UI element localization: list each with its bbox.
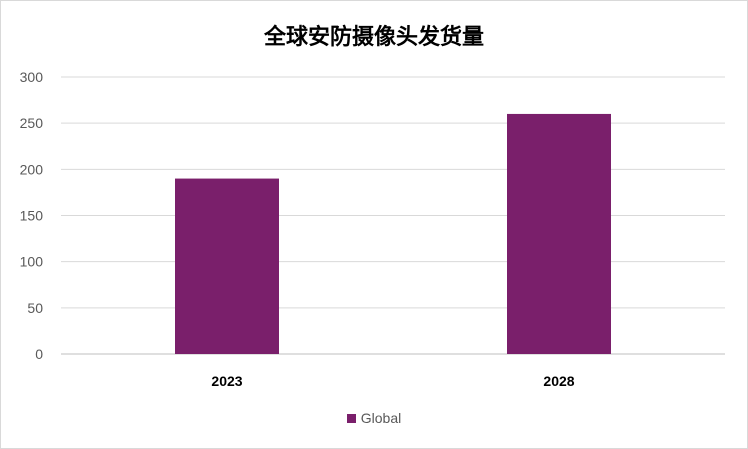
- legend-label: Global: [360, 410, 402, 426]
- y-tick-label: 0: [35, 346, 43, 362]
- y-tick-label: 250: [20, 115, 44, 131]
- x-tick-label: 2023: [211, 373, 242, 389]
- bar-2023: [175, 178, 279, 354]
- chart-title: 全球安防摄像头发货量: [263, 25, 484, 50]
- bar-2028: [507, 113, 611, 354]
- y-tick-label: 100: [20, 254, 44, 270]
- y-tick-label: 50: [27, 300, 43, 316]
- y-tick-label: 150: [20, 208, 44, 224]
- legend: Global: [1, 410, 747, 426]
- y-tick-label: 200: [20, 161, 44, 177]
- y-tick-label: 300: [20, 69, 44, 85]
- x-tick-label: 2028: [543, 373, 574, 389]
- legend-swatch: [346, 414, 356, 423]
